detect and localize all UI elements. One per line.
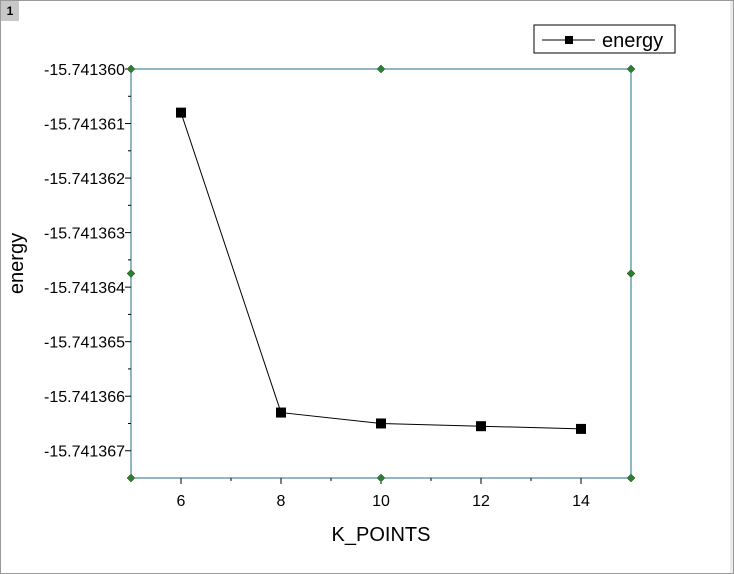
- data-point: [576, 423, 586, 434]
- selection-handle: [626, 269, 636, 278]
- selection-handle: [626, 473, 636, 483]
- legend-box: [533, 24, 676, 54]
- y-tick-label: -15.741366: [44, 389, 125, 406]
- data-point: [376, 418, 386, 429]
- layer-tab[interactable]: 1: [1, 1, 19, 21]
- window-edge: [730, 1, 733, 573]
- legend-marker: [565, 36, 573, 44]
- y-tick-label: -15.741363: [44, 226, 125, 243]
- x-tick-label: 10: [372, 493, 390, 510]
- legend-label: energy: [602, 30, 663, 52]
- selection-handle: [126, 473, 136, 483]
- y-axis-title: energy: [6, 233, 28, 294]
- x-tick-label: 12: [472, 493, 490, 510]
- plot-frame: [130, 68, 632, 479]
- series-line: [180, 112, 582, 430]
- data-point: [276, 407, 286, 418]
- y-tick-label: -15.741360: [44, 62, 125, 79]
- selection-handle: [126, 64, 136, 74]
- selection-handle: [376, 64, 386, 74]
- selection-handle: [126, 269, 136, 278]
- y-tick-label: -15.741362: [44, 171, 125, 188]
- selection-handle: [376, 473, 386, 483]
- y-tick-label: -15.741365: [44, 335, 125, 352]
- data-point: [476, 421, 486, 432]
- selection-handle: [626, 64, 636, 74]
- y-tick-label: -15.741367: [44, 444, 125, 461]
- x-tick-label: 8: [277, 493, 286, 510]
- legend: energy: [533, 24, 676, 54]
- x-axis-title: K_POINTS: [332, 524, 431, 546]
- x-tick-label: 14: [572, 493, 590, 510]
- x-tick-label: 6: [177, 493, 186, 510]
- data-point: [176, 107, 186, 118]
- y-tick-label: -15.741361: [44, 117, 125, 134]
- y-tick-label: -15.741364: [44, 280, 125, 297]
